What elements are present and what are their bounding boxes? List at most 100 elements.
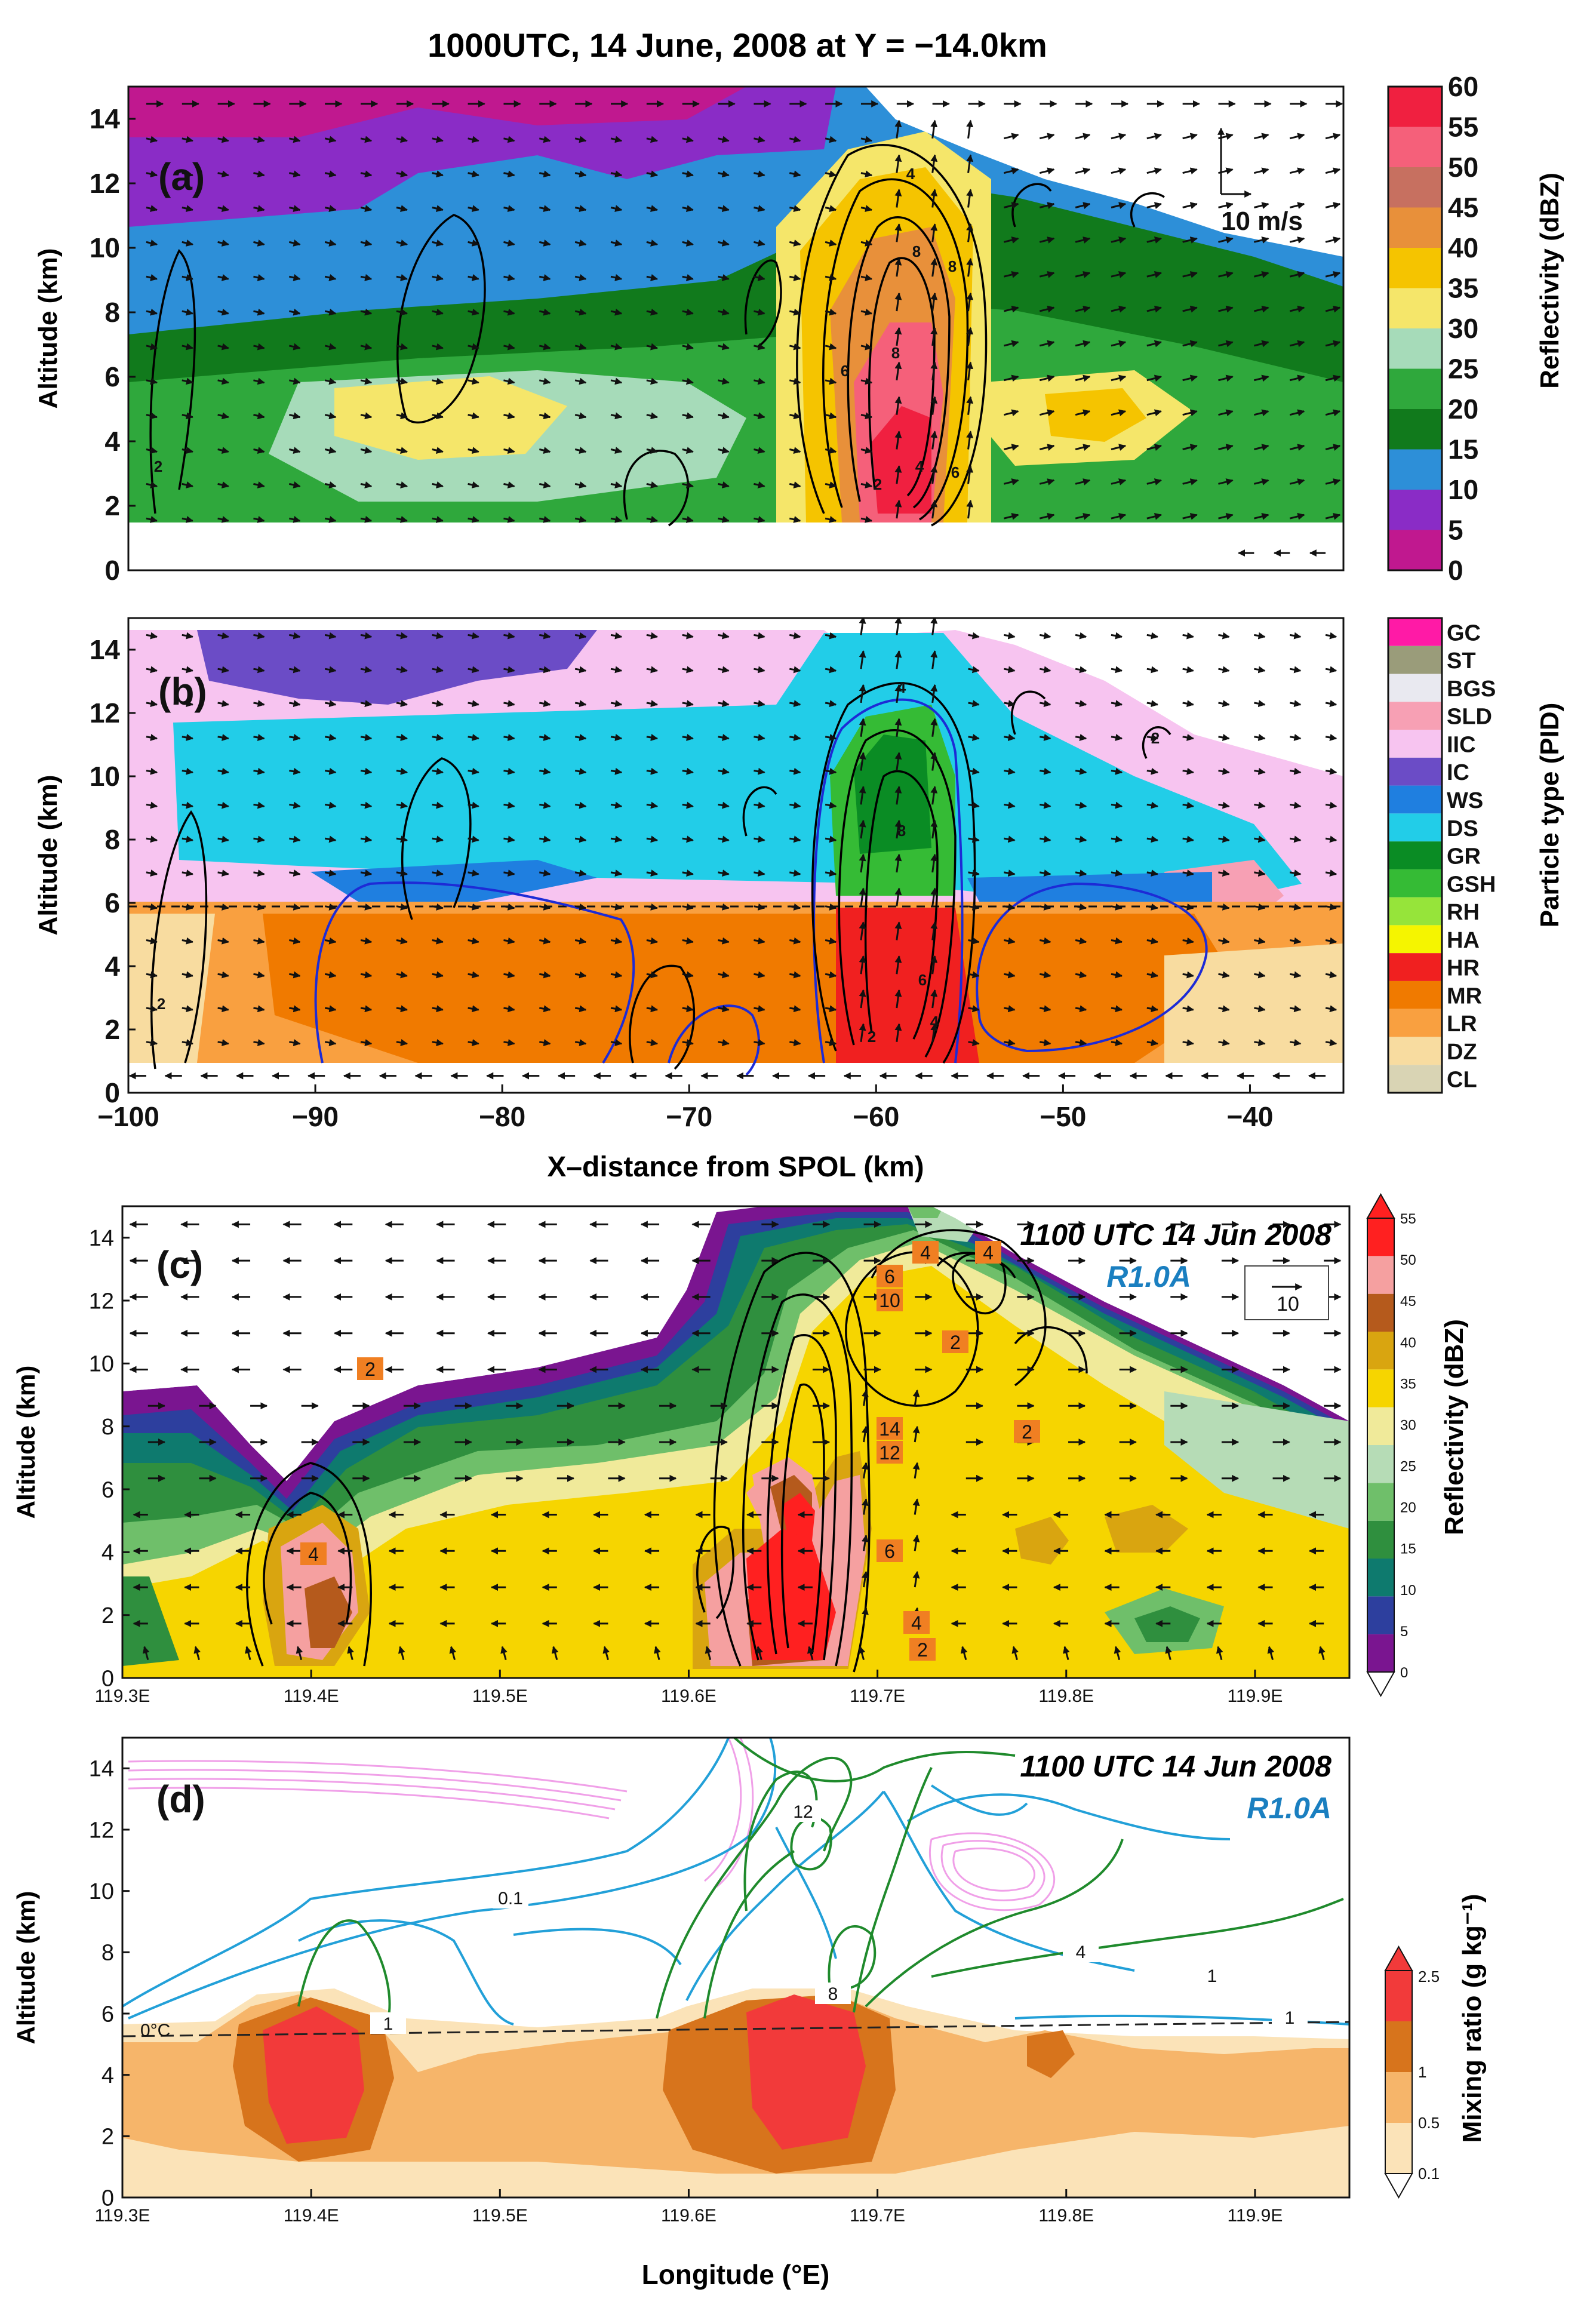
wind-vector xyxy=(396,205,408,213)
wind-vector xyxy=(539,835,551,843)
wind-vector xyxy=(253,377,265,385)
wind-vector xyxy=(646,308,659,316)
wind-vector xyxy=(182,937,193,945)
wind-vector xyxy=(360,1005,373,1013)
wind-vector xyxy=(1182,133,1198,140)
wind-vector xyxy=(1111,734,1123,741)
wind-vector xyxy=(1075,513,1091,520)
wind-vector xyxy=(1004,271,1019,278)
wind-vector xyxy=(718,412,730,420)
wind-vector xyxy=(789,869,801,877)
wind-vector xyxy=(432,516,444,523)
wind-vector xyxy=(1040,937,1051,945)
wind-vector xyxy=(894,819,902,839)
ytick-label: 10 xyxy=(90,761,120,792)
wind-vector xyxy=(1254,1005,1266,1013)
wind-vector xyxy=(1165,1646,1172,1661)
wind-vector xyxy=(146,937,158,945)
wind-vector xyxy=(789,632,801,640)
wind-vector xyxy=(1039,133,1055,140)
wind-vector xyxy=(789,412,801,420)
panel-d-colorbar-label: Mixing ratio (g kg⁻¹) xyxy=(1457,1894,1487,2143)
wind-vector xyxy=(1182,236,1198,244)
wind-vector xyxy=(468,239,479,247)
colorbar-category: IC xyxy=(1447,760,1469,785)
wind-vector xyxy=(539,937,551,945)
colorbar-tick: 1 xyxy=(1418,2063,1426,2081)
wind-vector xyxy=(1004,734,1016,741)
wind-vector xyxy=(894,465,902,484)
wind-vector xyxy=(324,903,337,911)
wind-vector xyxy=(574,481,587,488)
panel-a-vector-scale-label: 10 m/s xyxy=(1221,207,1303,236)
panel-b-contour-label: 8 xyxy=(897,822,906,840)
wind-vector xyxy=(1218,903,1230,911)
wind-vector xyxy=(503,937,515,945)
colorbar-category: DZ xyxy=(1447,1040,1477,1065)
wind-vector xyxy=(858,1646,866,1661)
wind-vector xyxy=(825,801,837,809)
wind-vector xyxy=(789,308,801,316)
wind-vector xyxy=(146,205,158,213)
wind-vector xyxy=(1146,374,1162,382)
colorbar-swatch xyxy=(1367,1445,1394,1483)
wind-vector xyxy=(1254,478,1269,485)
colorbar-swatch xyxy=(1388,167,1442,208)
ytick-label: 10 xyxy=(89,1879,114,1904)
colorbar-swatch xyxy=(1367,1559,1394,1597)
wind-vector xyxy=(825,734,837,741)
wind-vector xyxy=(253,903,265,911)
wind-vector xyxy=(825,239,837,247)
wind-vector xyxy=(1075,666,1087,674)
colorbar-swatch xyxy=(1388,730,1442,758)
panel-b-contour-label: 2 xyxy=(157,995,165,1013)
wind-vector xyxy=(682,274,694,281)
wind-vector xyxy=(360,666,373,674)
wind-vector xyxy=(289,971,301,979)
wind-vector xyxy=(146,666,158,674)
wind-vector xyxy=(253,767,265,775)
wind-vector xyxy=(646,835,659,843)
wind-vector xyxy=(789,835,801,843)
wind-vector xyxy=(324,700,337,708)
wind-vector xyxy=(1004,971,1016,979)
contour-label: 4 xyxy=(983,1242,994,1264)
colorbar-swatch xyxy=(1388,1009,1442,1037)
wind-vector xyxy=(860,308,873,316)
wind-vector xyxy=(1146,1039,1158,1046)
wind-vector xyxy=(610,136,623,143)
wind-vector xyxy=(859,887,866,906)
wind-vector xyxy=(574,869,587,877)
xtick-label: −70 xyxy=(666,1101,712,1132)
ytick-label: 12 xyxy=(90,697,120,729)
panel-b-colorbar-label: Particle type (PID) xyxy=(1535,703,1564,928)
wind-vector xyxy=(859,684,866,703)
wind-vector xyxy=(503,447,515,454)
wind-vector xyxy=(1254,513,1269,520)
wind-vector xyxy=(396,734,408,741)
ytick-label: 12 xyxy=(90,168,120,199)
wind-vector xyxy=(610,343,623,351)
wind-vector xyxy=(1254,409,1269,417)
wind-vector xyxy=(718,937,730,945)
contour-label-box xyxy=(903,1611,930,1634)
colorbar-swatch xyxy=(1367,1634,1394,1672)
wind-vector xyxy=(1111,767,1123,775)
wind-vector xyxy=(468,516,479,523)
wind-vector xyxy=(825,835,837,843)
wind-vector xyxy=(182,1039,193,1046)
wind-vector xyxy=(860,481,873,488)
wind-vector xyxy=(253,239,265,247)
wind-vector xyxy=(289,835,301,843)
wind-vector xyxy=(324,1005,337,1013)
wind-vector xyxy=(539,971,551,979)
wind-vector xyxy=(894,955,902,975)
wind-vector xyxy=(1218,271,1234,278)
colorbar-swatch xyxy=(1367,1332,1394,1370)
wind-vector xyxy=(182,632,193,640)
wind-vector xyxy=(1254,236,1269,244)
wind-vector xyxy=(539,308,551,316)
wind-vector xyxy=(789,516,801,523)
wind-vector xyxy=(1289,767,1302,775)
wind-vector xyxy=(146,239,158,247)
